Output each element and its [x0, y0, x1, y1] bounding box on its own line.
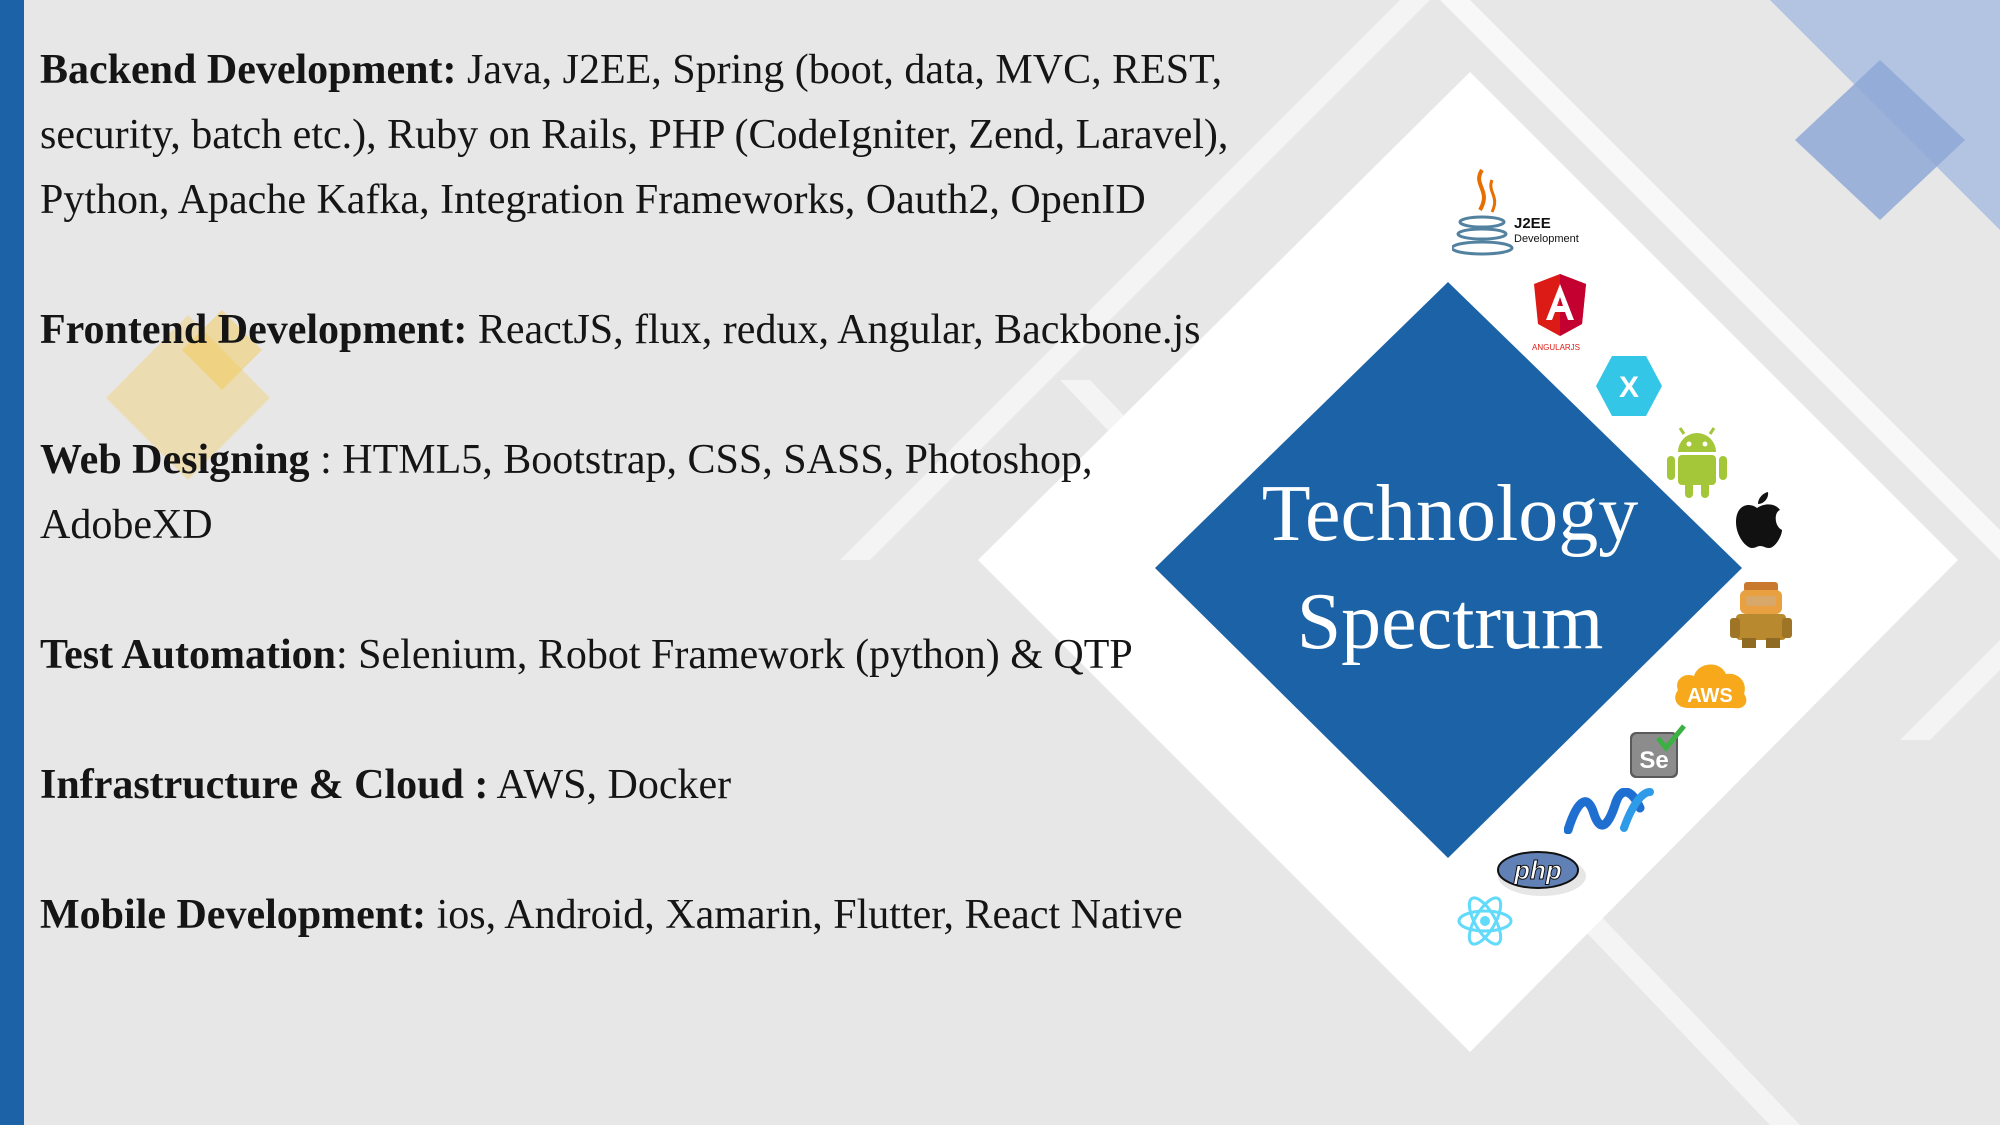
section-backend-text: Java, J2EE, Spring (boot, data, MVC, RES… — [40, 47, 1229, 223]
robot-framework-icon — [1730, 582, 1792, 648]
angular-label: ANGULARJS — [1532, 343, 1580, 352]
section-infrastructure: Infrastructure & Cloud : AWS, Docker — [40, 753, 1260, 818]
section-test-automation-text: : Selenium, Robot Framework (python) & Q… — [336, 632, 1133, 678]
section-test-automation-label: Test Automation — [40, 632, 336, 678]
diamond-title-line1: Technology — [1261, 470, 1639, 558]
angular-icon: ANGULARJS — [1532, 274, 1586, 352]
android-icon — [1667, 427, 1727, 498]
section-backend: Backend Development: Java, J2EE, Spring … — [40, 38, 1260, 233]
dotnet-icon — [1564, 788, 1654, 834]
xamarin-label: X — [1619, 371, 1639, 404]
java-icon: J2EE Development — [1452, 168, 1579, 256]
apple-icon — [1736, 492, 1782, 548]
xamarin-icon: X — [1596, 356, 1662, 416]
section-web-designing-label: Web Designing — [40, 437, 310, 483]
technology-list: Backend Development: Java, J2EE, Spring … — [40, 38, 1260, 1013]
j2ee-label: J2EE — [1514, 215, 1551, 232]
technology-spectrum-title: Technology Spectrum — [1250, 460, 1650, 676]
section-frontend: Frontend Development: ReactJS, flux, red… — [40, 298, 1260, 363]
section-web-designing-text: : HTML5, Bootstrap, CSS, SASS, Photoshop… — [40, 437, 1093, 548]
section-mobile: Mobile Development: ios, Android, Xamari… — [40, 883, 1260, 948]
php-label: php — [1513, 855, 1562, 885]
aws-label: AWS — [1687, 685, 1733, 707]
section-web-designing: Web Designing : HTML5, Bootstrap, CSS, S… — [40, 428, 1260, 558]
selenium-icon: Se — [1630, 724, 1686, 778]
section-mobile-label: Mobile Development: — [40, 892, 427, 938]
section-test-automation: Test Automation: Selenium, Robot Framewo… — [40, 623, 1260, 688]
section-frontend-text: ReactJS, flux, redux, Angular, Backbone.… — [467, 307, 1201, 353]
j2ee-sublabel: Development — [1514, 233, 1579, 245]
react-icon — [1457, 896, 1513, 946]
aws-cloud-icon: AWS — [1675, 664, 1747, 709]
selenium-label: Se — [1639, 747, 1668, 774]
section-frontend-label: Frontend Development: — [40, 307, 468, 353]
php-icon: php — [1497, 851, 1586, 896]
diamond-title-line2: Spectrum — [1296, 578, 1604, 666]
section-infrastructure-text: AWS, Docker — [488, 762, 732, 808]
left-accent-bar — [0, 0, 24, 1125]
section-infrastructure-label: Infrastructure & Cloud : — [40, 762, 489, 808]
section-backend-label: Backend Development: — [40, 47, 457, 93]
section-mobile-text: ios, Android, Xamarin, Flutter, React Na… — [426, 892, 1183, 938]
